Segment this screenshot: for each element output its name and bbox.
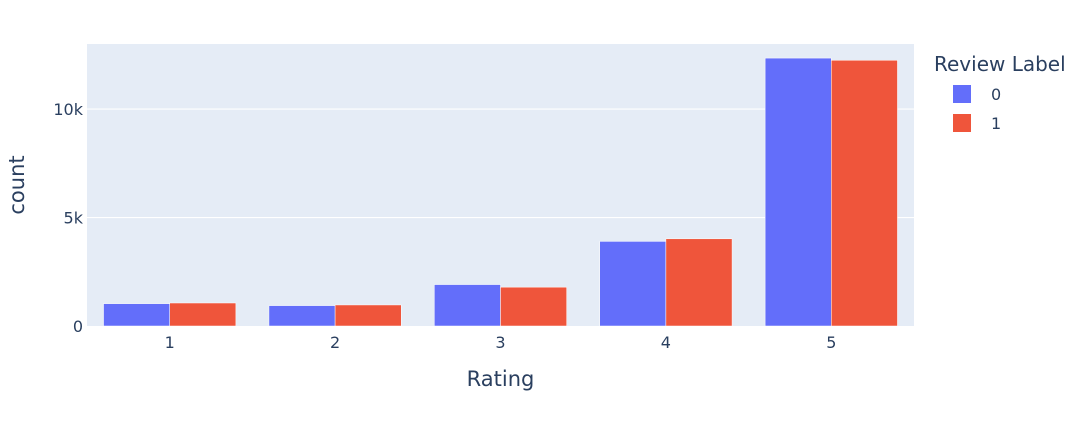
legend-swatch[interactable] bbox=[953, 85, 971, 103]
x-tick-label: 1 bbox=[165, 333, 175, 352]
x-axis-ticks: 1 2 3 4 5 bbox=[165, 333, 837, 352]
legend-item-label[interactable]: 0 bbox=[991, 85, 1001, 104]
bars bbox=[103, 57, 898, 327]
y-tick-label: 0 bbox=[73, 317, 83, 336]
bar-rating-5-label-0[interactable] bbox=[764, 57, 832, 327]
bar-rating-4-label-1[interactable] bbox=[665, 238, 733, 327]
bar-rating-3-label-1[interactable] bbox=[500, 286, 567, 327]
y-tick-label: 10k bbox=[53, 100, 83, 119]
legend-title: Review Label bbox=[934, 52, 1066, 76]
y-axis-title: count bbox=[5, 155, 29, 214]
bar-rating-4-label-0[interactable] bbox=[599, 241, 667, 327]
y-axis-ticks: 0 5k 10k bbox=[53, 100, 83, 336]
y-tick-label: 5k bbox=[64, 209, 84, 228]
bar-rating-1-label-1[interactable] bbox=[169, 302, 237, 327]
bar-rating-2-label-1[interactable] bbox=[334, 304, 402, 327]
legend-swatch[interactable] bbox=[953, 114, 971, 132]
bar-rating-2-label-0[interactable] bbox=[268, 305, 336, 327]
bar-rating-3-label-0[interactable] bbox=[434, 284, 501, 327]
x-tick-label: 4 bbox=[661, 333, 671, 352]
bar-rating-1-label-0[interactable] bbox=[103, 303, 170, 327]
bar-rating-5-label-1[interactable] bbox=[831, 60, 898, 327]
legend-item-label[interactable]: 1 bbox=[991, 114, 1001, 133]
x-tick-label: 2 bbox=[330, 333, 340, 352]
legend[interactable]: Review Label 0 1 bbox=[934, 52, 1066, 133]
x-axis-title: Rating bbox=[467, 367, 535, 391]
x-tick-label: 3 bbox=[495, 333, 505, 352]
x-tick-label: 5 bbox=[826, 333, 836, 352]
